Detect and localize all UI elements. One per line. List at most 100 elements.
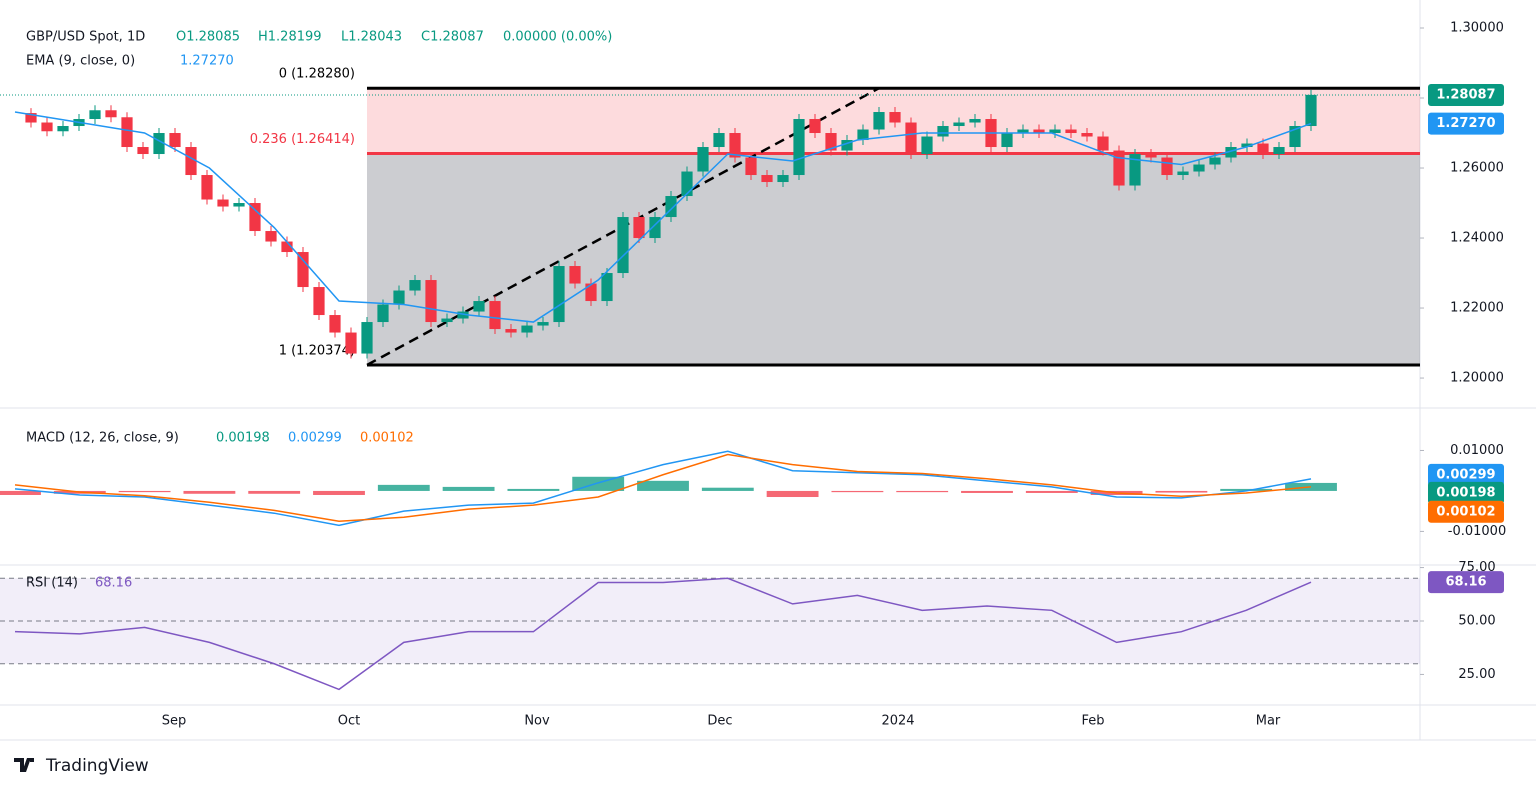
candle [697, 147, 709, 172]
candle [1273, 147, 1285, 155]
candle [969, 119, 981, 123]
candle [1033, 129, 1045, 134]
candle [1097, 136, 1109, 151]
candle [1305, 94, 1317, 127]
candle [201, 175, 213, 200]
ohlc-label: L1.28043 [341, 30, 402, 45]
price-badge [1428, 463, 1504, 486]
price-badge-label: 0.00198 [1436, 485, 1495, 500]
histogram-bar [507, 488, 560, 491]
candle [361, 322, 373, 354]
candle [617, 217, 629, 274]
y-tick-label: 50.00 [1458, 614, 1495, 629]
y-tick-label: 1.26000 [1450, 161, 1504, 176]
candle [681, 171, 693, 197]
candle [137, 147, 149, 155]
price-badge-label: 1.27270 [1436, 116, 1495, 131]
x-tick-label: Nov [524, 714, 550, 729]
candle [601, 273, 613, 302]
macd-legend-value: 0.00102 [360, 431, 414, 446]
candle [249, 203, 261, 232]
candle [169, 133, 181, 148]
price-badge-label: 68.16 [1445, 575, 1486, 590]
candle [1081, 133, 1093, 137]
candle [889, 112, 901, 123]
candle [521, 325, 533, 333]
candle [745, 157, 757, 176]
candle [105, 110, 117, 118]
price-badge [1428, 481, 1504, 504]
candle [1209, 157, 1221, 165]
rsi-legend: RSI (14) [26, 576, 78, 591]
ema-legend-value: 1.27270 [180, 54, 234, 69]
histogram-bar [1025, 490, 1078, 493]
histogram-bar [766, 490, 819, 498]
candle [1241, 143, 1253, 148]
macd-legend: MACD (12, 26, close, 9) [26, 431, 179, 446]
histogram-bar [0, 490, 41, 495]
x-tick-label: 2024 [881, 714, 914, 729]
candle [649, 217, 661, 239]
candle [345, 332, 357, 354]
candle [825, 133, 837, 151]
candle [809, 119, 821, 134]
fib-label: 1 (1.20374) [279, 343, 355, 358]
ema-line [14, 111, 1312, 323]
candle [473, 301, 485, 312]
candle [569, 266, 581, 284]
candle [665, 196, 677, 218]
y-tick-label: 1.22000 [1450, 301, 1504, 316]
candle [233, 203, 245, 207]
y-tick-label: 1.24000 [1450, 231, 1504, 246]
candle [905, 122, 917, 155]
fib-zone [367, 153, 1420, 365]
ohlc-label: H1.28199 [258, 30, 322, 45]
candle [377, 304, 389, 323]
macd-line [14, 450, 1312, 527]
candle [729, 133, 741, 158]
rsi-line [14, 577, 1312, 691]
candle [313, 287, 325, 316]
candle [281, 241, 293, 253]
x-tick-label: Oct [338, 714, 360, 729]
candle [505, 329, 517, 333]
candle [921, 136, 933, 155]
histogram-bar [377, 484, 430, 491]
price-badge [1428, 83, 1504, 106]
candle [953, 122, 965, 127]
candle [1113, 150, 1125, 186]
candle [777, 175, 789, 183]
histogram-bar [1220, 488, 1273, 491]
candle [57, 126, 69, 132]
histogram-bar [248, 490, 301, 494]
histogram-bar [442, 486, 495, 491]
y-tick-label: 1.30000 [1450, 21, 1504, 36]
rsi-legend-value: 68.16 [95, 576, 132, 591]
candle [329, 315, 341, 333]
x-tick-label: Mar [1256, 714, 1281, 729]
candle [937, 126, 949, 137]
fib-label: 0 (1.28280) [279, 67, 355, 82]
candle [489, 301, 501, 330]
histogram-bar [183, 490, 236, 494]
fib-label: 0.236 (1.26414) [250, 132, 355, 147]
candle [1001, 133, 1013, 148]
candle [153, 133, 165, 155]
candle [89, 110, 101, 120]
price-badge-label: 0.00299 [1436, 467, 1495, 482]
candle [425, 280, 437, 323]
x-tick-label: Sep [162, 714, 187, 729]
macd-legend-value: 0.00198 [216, 431, 270, 446]
brand: TradingView [45, 756, 149, 776]
candle [1177, 171, 1189, 176]
histogram-bar [961, 490, 1013, 493]
histogram-bar [118, 490, 171, 493]
candle [265, 231, 277, 242]
candle [185, 147, 197, 176]
candle [1193, 164, 1205, 172]
candle [1257, 143, 1269, 155]
x-tick-label: Dec [707, 714, 732, 729]
candle [537, 322, 549, 326]
candle [633, 217, 645, 239]
